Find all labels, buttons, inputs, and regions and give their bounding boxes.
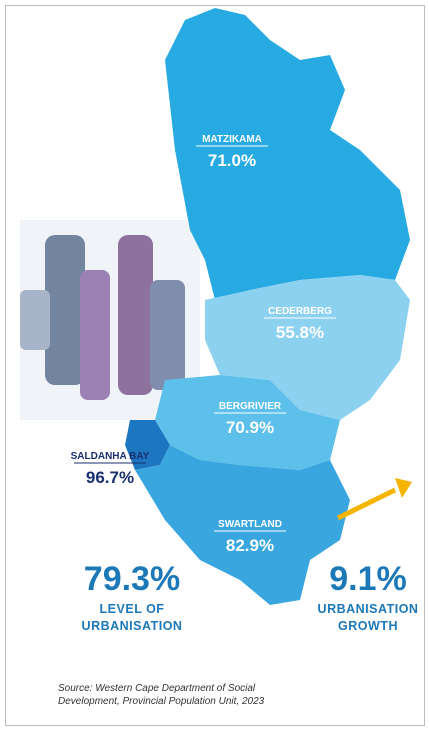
stat-value: 79.3% [84,560,180,598]
region-name: CEDERBERG [268,306,332,317]
stat-value: 9.1% [329,560,407,598]
region-value: 70.9% [226,418,274,437]
region-value: 82.9% [226,536,274,555]
stat-caption: LEVEL OF [100,602,165,616]
region-value: 55.8% [276,323,324,342]
stat-caption: URBANISATION [318,602,419,616]
region-value: 71.0% [208,151,256,170]
region-name: SALDANHA BAY [71,451,150,462]
infographic: MATZIKAMA 71.0% CEDERBERG 55.8% BERGRIVIER 70… [0,0,429,731]
region-name: MATZIKAMA [202,134,262,145]
stat-caption: GROWTH [338,619,398,633]
source: Source: Western Cape Department of Socia… [58,683,256,694]
source: Development, Provincial Population Unit,… [58,696,265,707]
region-name: BERGRIVIER [219,401,282,412]
stat-caption: URBANISATION [82,619,183,633]
region-value: 96.7% [86,468,134,487]
region-name: SWARTLAND [218,519,282,530]
stat-period: 2001 – 2021 [335,544,402,556]
